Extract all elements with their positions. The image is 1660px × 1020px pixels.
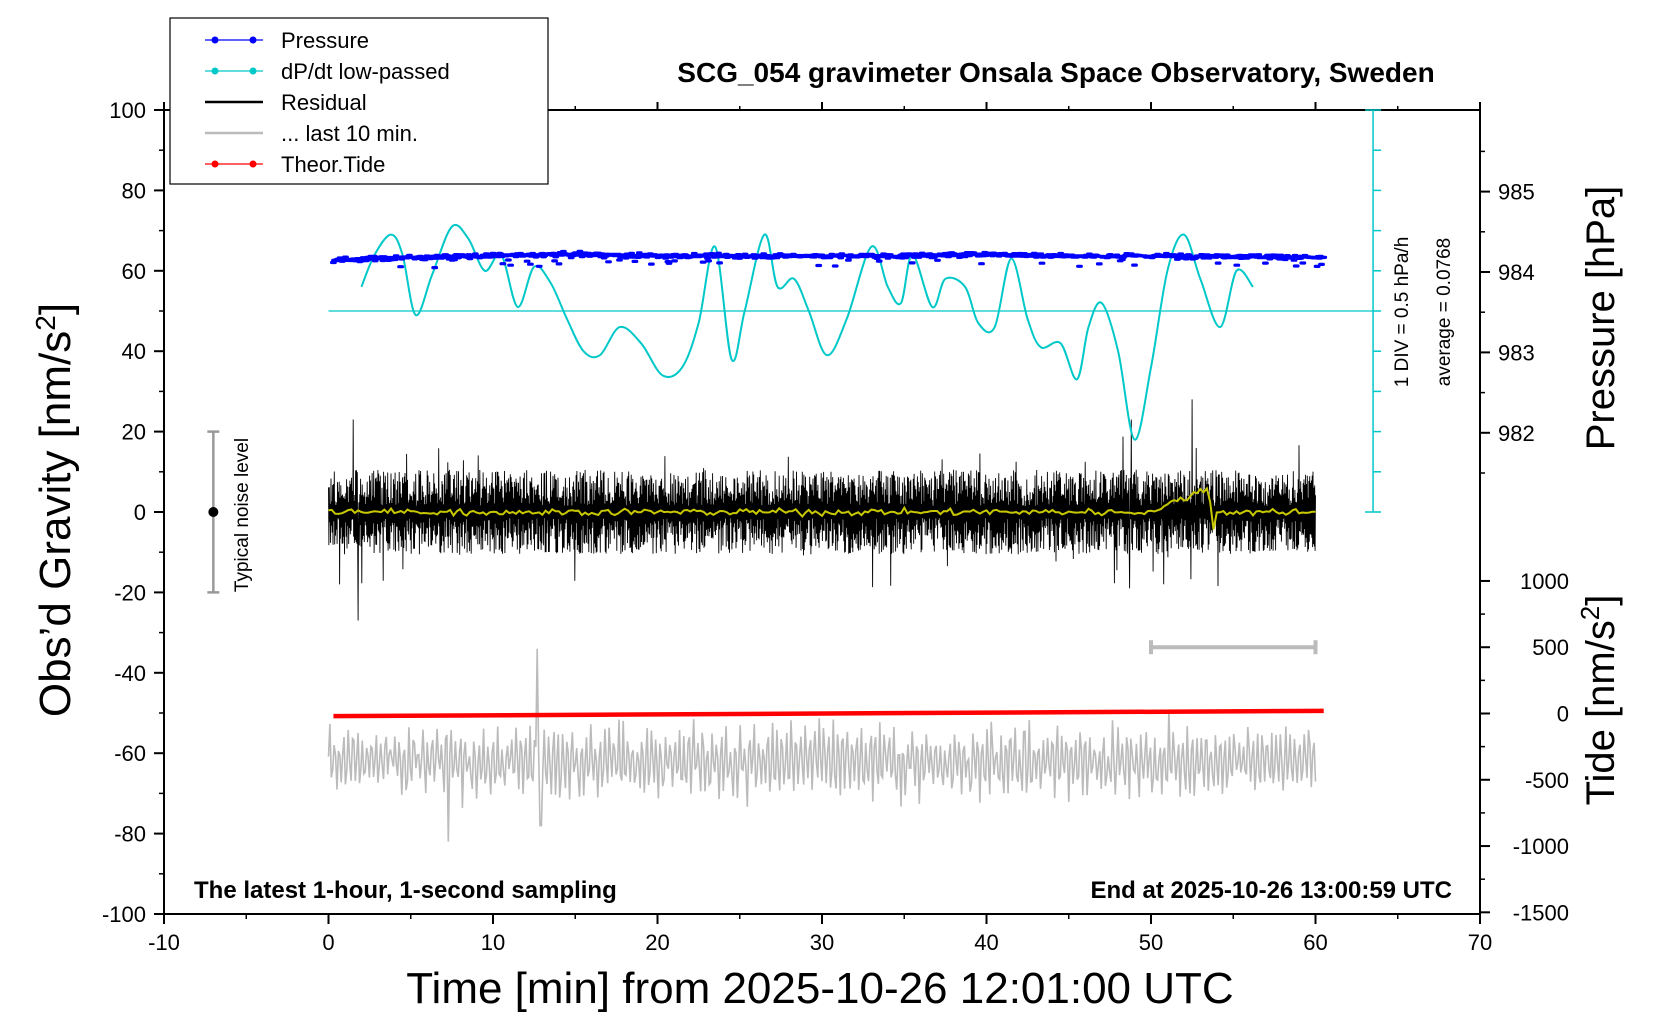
legend-label: Theor.Tide (281, 152, 385, 177)
legend-swatch-dot (249, 160, 257, 168)
noise-bar-center-dot (208, 507, 219, 517)
axes-layer: -10 0 10 20 30 40 50 60 70100806040200-20-40-60-… (102, 98, 1569, 955)
y-tick-label-gravity: -100 (102, 902, 146, 927)
y-tick-label-gravity: -60 (114, 741, 146, 766)
legend-label: Pressure (281, 28, 369, 53)
y-tick-label-tide: 500 (1532, 635, 1569, 660)
y-tick-label-tide: 0 (1557, 702, 1569, 727)
x-tick-label: 0 (322, 930, 334, 955)
y-axis-title-gravity: Obs’d Gravity [nm/s2] (30, 303, 81, 717)
y-axis-title-gravity-sup: 2 (30, 315, 61, 331)
x-tick-label: 60 (1303, 930, 1327, 955)
average-label: average = 0.0768 (1434, 238, 1455, 386)
y-tick-label-gravity: 0 (134, 500, 146, 525)
y-axis-title-tide-base: Tide [nm/s (1579, 620, 1623, 805)
x-tick-label: 40 (974, 930, 998, 955)
x-axis-title: Time [min] from 2025-10-26 12:01:00 UTC (406, 964, 1233, 1013)
y-tick-label-gravity: -80 (114, 822, 146, 847)
y-tick-label-gravity: 40 (122, 339, 146, 364)
y-tick-label-gravity: -40 (114, 661, 146, 686)
div-scale-label: 1 DIV = 0.5 hPa/h (1392, 237, 1413, 388)
series-residual (328, 399, 1316, 621)
legend-swatch-dot (211, 36, 219, 44)
legend-entry: Residual (205, 90, 367, 115)
y-axis-title-pressure: Pressure [hPa] (1579, 186, 1623, 451)
y-tick-label-gravity: 80 (122, 178, 146, 203)
series-theor-tide (333, 708, 1324, 719)
annotation-end-time: End at 2025-10-26 13:00:59 UTC (1091, 877, 1453, 904)
annotation-sampling: The latest 1-hour, 1-second sampling (194, 877, 617, 904)
legend: Pressure dP/dt low-passed Residual ... last… (169, 17, 549, 185)
y-tick-label-gravity: 100 (109, 98, 146, 123)
x-tick-label: 10 (481, 930, 505, 955)
legend-swatch-dot (211, 160, 219, 168)
legend-entry: Pressure (205, 28, 369, 53)
y-tick-label-pressure: 983 (1498, 340, 1535, 365)
x-tick-label: 30 (810, 930, 834, 955)
chart-title: SCG_054 gravimeter Onsala Space Observat… (677, 57, 1434, 88)
legend-swatch-dot (249, 67, 257, 75)
y-tick-label-gravity: 60 (122, 259, 146, 284)
series-last-10-min (327, 648, 1317, 842)
y-axis-title-gravity-base: Obs’d Gravity [nm/s (31, 331, 80, 717)
legend-label: Residual (281, 90, 367, 115)
x-tick-label: -10 (148, 930, 180, 955)
y-axis-title-tide-sup: 2 (1575, 606, 1605, 620)
legend-entries: Pressure dP/dt low-passed Residual ... last… (205, 28, 450, 177)
y-axis-title-tide-end: ] (1579, 595, 1623, 606)
y-tick-label-gravity: 20 (122, 420, 146, 445)
x-tick-label: 70 (1468, 930, 1492, 955)
x-tick-label: 50 (1139, 930, 1163, 955)
y-tick-label-tide: 1000 (1520, 569, 1569, 594)
legend-label: dP/dt low-passed (281, 59, 450, 84)
y-tick-label-pressure: 982 (1498, 421, 1535, 446)
series-residual-smoothed (328, 486, 1316, 530)
pressure-points (330, 249, 1328, 270)
legend-label: ... last 10 min. (281, 121, 418, 146)
y-tick-label-tide: -1500 (1513, 900, 1569, 925)
legend-entry: dP/dt low-passed (205, 59, 450, 84)
legend-swatch-dot (211, 67, 219, 75)
legend-entry: ... last 10 min. (205, 121, 418, 146)
y-axis-title-tide: Tide [nm/s2] (1575, 595, 1623, 806)
x-tick-label: 20 (645, 930, 669, 955)
y-tick-label-pressure: 984 (1498, 260, 1535, 285)
y-tick-label-gravity: -20 (114, 580, 146, 605)
legend-entry: Theor.Tide (205, 152, 385, 177)
y-tick-label-pressure: 985 (1498, 180, 1535, 205)
y-tick-label-tide: -1000 (1513, 834, 1569, 859)
noise-level-label: Typical noise level (232, 438, 253, 592)
y-tick-label-tide: -500 (1525, 768, 1569, 793)
series-pressure (330, 249, 1328, 270)
legend-swatch-dot (249, 36, 257, 44)
series-layer (207, 109, 1382, 842)
y-axis-title-gravity-end: ] (31, 303, 80, 315)
